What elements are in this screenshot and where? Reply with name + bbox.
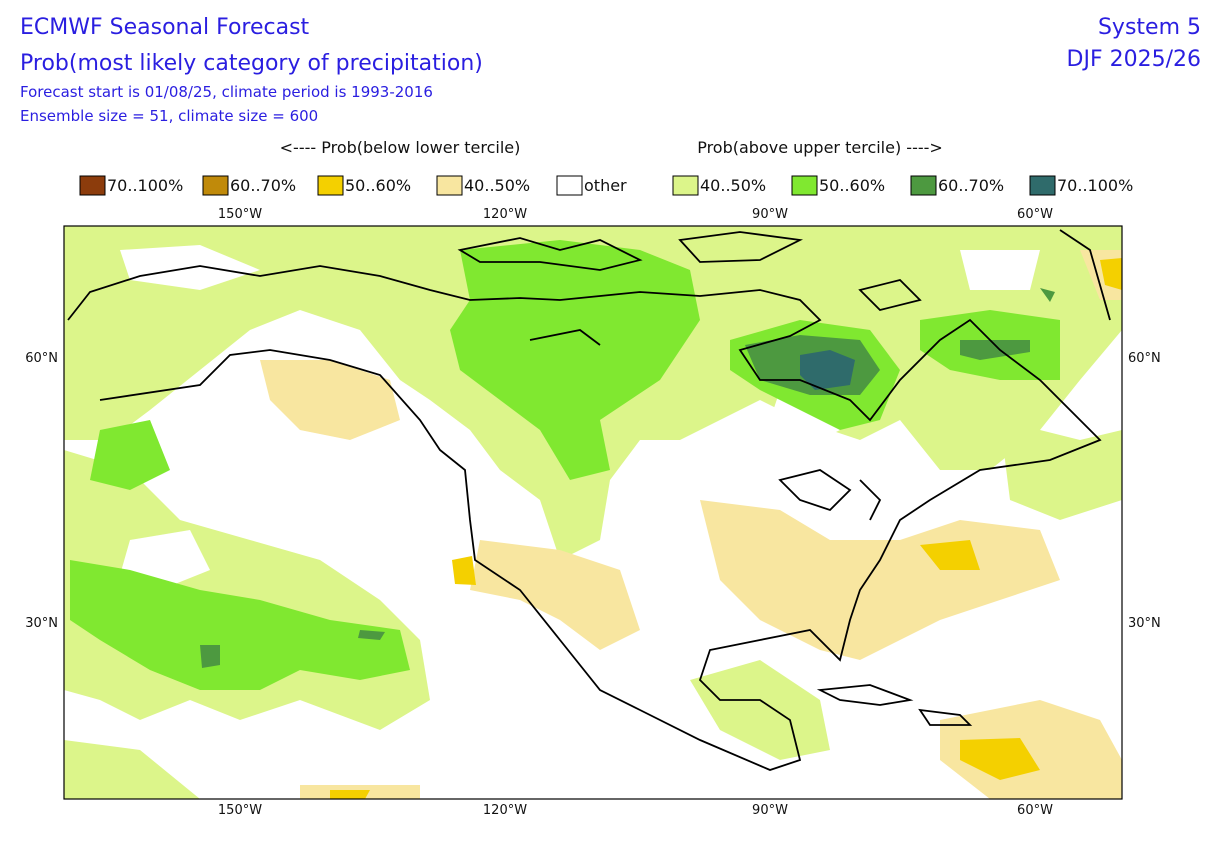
legend-swatch bbox=[436, 175, 463, 196]
lat-label: 30°N bbox=[25, 616, 58, 631]
legend-swatch bbox=[910, 175, 937, 196]
forecast-info: Forecast start is 01/08/25, climate peri… bbox=[20, 83, 433, 101]
period: DJF 2025/26 bbox=[1067, 47, 1201, 72]
map-field bbox=[64, 226, 1122, 799]
legend-swatch bbox=[556, 175, 583, 196]
legend-label: other bbox=[584, 176, 627, 195]
green-areas bbox=[70, 240, 1122, 690]
legend-label: 40..50% bbox=[464, 176, 530, 195]
legend-label: 50..60% bbox=[819, 176, 885, 195]
legend-label: 60..70% bbox=[938, 176, 1004, 195]
lat-label: 60°N bbox=[1128, 351, 1161, 366]
lon-label: 90°W bbox=[752, 803, 788, 818]
axis-labels: 150°W 120°W 90°W 60°W 150°W 120°W 90°W 6… bbox=[25, 207, 1161, 818]
yellow-areas bbox=[330, 258, 1122, 799]
legend-swatch bbox=[202, 175, 229, 196]
legend-swatch bbox=[317, 175, 344, 196]
lat-label: 30°N bbox=[1128, 616, 1161, 631]
lon-label: 150°W bbox=[218, 803, 262, 818]
title: ECMWF Seasonal Forecast bbox=[20, 15, 310, 40]
below-label: <---- Prob(below lower tercile) bbox=[280, 138, 521, 157]
system: System 5 bbox=[1098, 15, 1201, 40]
legend-label: 50..60% bbox=[345, 176, 411, 195]
lon-label: 60°W bbox=[1017, 803, 1053, 818]
legend-swatch bbox=[672, 175, 699, 196]
lon-label: 150°W bbox=[218, 207, 262, 222]
legend-label: 40..50% bbox=[700, 176, 766, 195]
lon-label: 120°W bbox=[483, 803, 527, 818]
lat-label: 60°N bbox=[25, 351, 58, 366]
lon-label: 120°W bbox=[483, 207, 527, 222]
above-label: Prob(above upper tercile) ----> bbox=[697, 138, 943, 157]
map-frame bbox=[63, 225, 1123, 800]
lon-label: 60°W bbox=[1017, 207, 1053, 222]
lon-label: 90°W bbox=[752, 207, 788, 222]
legend: 70..100% 60..70% 50..60% 40..50% other 40..50… bbox=[79, 175, 1133, 196]
legend-swatch bbox=[791, 175, 818, 196]
legend-label: 70..100% bbox=[107, 176, 183, 195]
legend-swatch bbox=[1029, 175, 1056, 196]
legend-label: 60..70% bbox=[230, 176, 296, 195]
subtitle: Prob(most likely category of precipitati… bbox=[20, 51, 483, 76]
legend-label: 70..100% bbox=[1057, 176, 1133, 195]
coastlines bbox=[67, 229, 1111, 771]
legend-swatch bbox=[79, 175, 106, 196]
darkest-area bbox=[800, 350, 855, 390]
ensemble-info: Ensemble size = 51, climate size = 600 bbox=[20, 107, 318, 125]
